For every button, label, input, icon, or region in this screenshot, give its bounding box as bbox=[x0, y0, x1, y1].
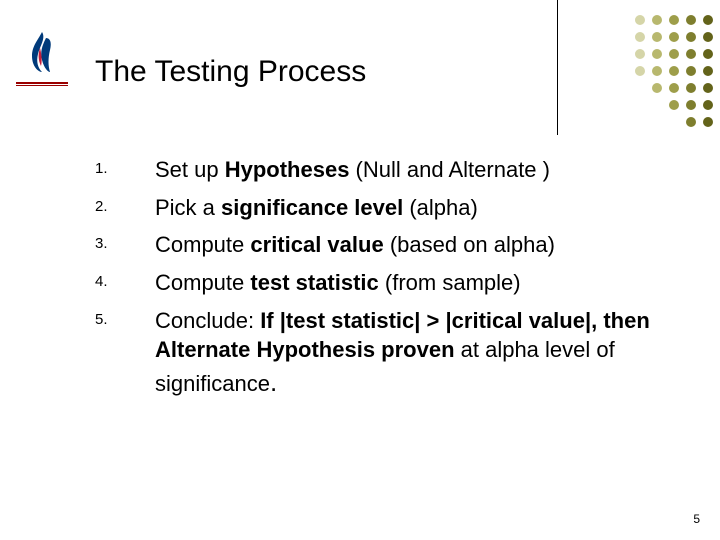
list-number: 2. bbox=[95, 193, 155, 215]
list-item: 4.Compute test statistic (from sample) bbox=[95, 268, 655, 298]
list-text: Conclude: If |test statistic| > |critica… bbox=[155, 306, 655, 400]
list-item: 3.Compute critical value (based on alpha… bbox=[95, 230, 655, 260]
list-text: Pick a significance level (alpha) bbox=[155, 193, 655, 223]
list-number: 3. bbox=[95, 230, 155, 252]
list-item: 2.Pick a significance level (alpha) bbox=[95, 193, 655, 223]
divider-vertical bbox=[557, 0, 558, 135]
list-number: 1. bbox=[95, 155, 155, 177]
decorative-dots bbox=[560, 0, 720, 140]
list-number: 5. bbox=[95, 306, 155, 328]
list-item: 1.Set up Hypotheses (Null and Alternate … bbox=[95, 155, 655, 185]
list-text: Compute critical value (based on alpha) bbox=[155, 230, 655, 260]
slide-title: The Testing Process bbox=[95, 55, 366, 89]
list-text: Set up Hypotheses (Null and Alternate ) bbox=[155, 155, 655, 185]
numbered-list: 1.Set up Hypotheses (Null and Alternate … bbox=[95, 155, 655, 408]
page-number: 5 bbox=[693, 512, 700, 526]
list-item: 5.Conclude: If |test statistic| > |criti… bbox=[95, 306, 655, 400]
logo-underline bbox=[16, 82, 68, 86]
list-text: Compute test statistic (from sample) bbox=[155, 268, 655, 298]
logo bbox=[18, 28, 66, 76]
list-number: 4. bbox=[95, 268, 155, 290]
